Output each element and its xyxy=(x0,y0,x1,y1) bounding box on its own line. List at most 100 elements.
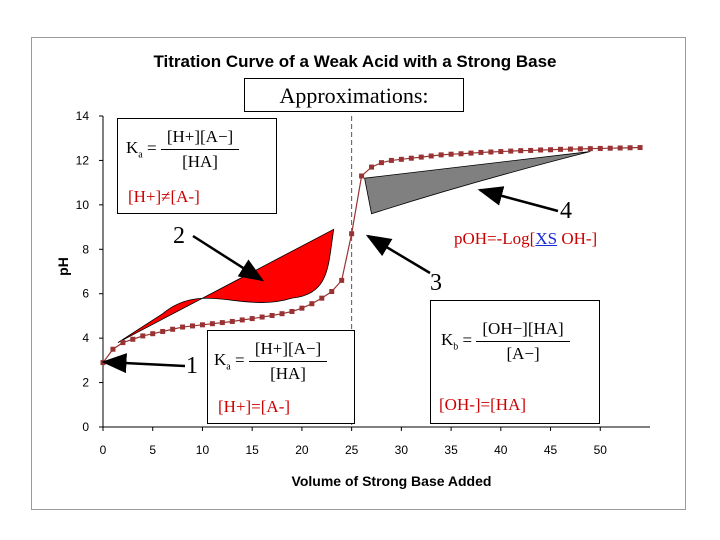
ph-data-point xyxy=(478,149,484,155)
ph-data-point xyxy=(488,149,494,155)
ph-data-point xyxy=(369,164,375,170)
y-tick-label: 12 xyxy=(76,153,90,167)
callout-1: 1 xyxy=(186,353,198,379)
ka-condition-unequal: [H+]≠[A-] xyxy=(128,187,200,206)
ph-data-point xyxy=(557,146,563,152)
ph-data-point xyxy=(607,145,613,151)
ph-data-point xyxy=(289,308,295,314)
kb-box: Kb = [OH−][HA] [A−] [OH-]=[HA] xyxy=(430,300,600,424)
ph-data-point xyxy=(249,316,255,322)
x-tick-label: 40 xyxy=(494,443,508,457)
buffer-error-region xyxy=(117,228,335,343)
y-tick-label: 4 xyxy=(82,331,89,345)
x-tick-label: 0 xyxy=(100,443,107,457)
ph-data-point xyxy=(418,154,424,160)
ka-denominator: [HA] xyxy=(182,152,218,171)
ph-data-point xyxy=(239,317,245,323)
kb-fraction: [OH−][HA] [A−] xyxy=(476,319,570,364)
ph-data-point xyxy=(309,301,315,307)
x-tick-label: 10 xyxy=(196,443,210,457)
chart-title: Titration Curve of a Weak Acid with a St… xyxy=(153,52,557,71)
ka-numerator: [H+][A−] xyxy=(160,127,240,150)
ph-data-point xyxy=(508,148,514,154)
excess-base-error-region xyxy=(364,151,591,215)
ph-data-point xyxy=(150,331,156,337)
ph-data-point xyxy=(637,145,643,151)
x-tick-label: 30 xyxy=(395,443,409,457)
ka-condition-equal: [H+]=[A-] xyxy=(218,397,291,416)
ph-data-point xyxy=(428,153,434,159)
x-tick-label: 35 xyxy=(444,443,458,457)
ph-data-point xyxy=(528,147,534,153)
ka-fraction: [H+][A−] [HA] xyxy=(160,127,240,172)
arrow-3 xyxy=(365,234,431,275)
ph-data-point xyxy=(229,318,235,324)
kb-numerator: [OH−][HA] xyxy=(476,319,570,342)
chart-frame xyxy=(31,37,686,510)
ph-data-point xyxy=(269,312,275,318)
arrow-4 xyxy=(477,186,559,213)
ph-data-point xyxy=(408,155,414,161)
y-tick-label: 14 xyxy=(76,109,90,123)
ph-data-point xyxy=(438,152,444,158)
ph-data-point xyxy=(219,320,225,326)
ph-data-point xyxy=(199,322,205,328)
ph-data-point xyxy=(319,295,325,301)
x-tick-label: 45 xyxy=(544,443,558,457)
ph-data-point xyxy=(458,151,464,157)
y-tick-label: 2 xyxy=(82,376,89,390)
x-tick-label: 20 xyxy=(295,443,309,457)
ph-data-point xyxy=(359,173,365,179)
ph-data-point xyxy=(180,324,186,330)
callout-2: 2 xyxy=(173,223,185,249)
ph-data-point xyxy=(349,231,355,237)
poh-prefix: pOH=-Log[ xyxy=(454,229,536,248)
y-tick-label: 8 xyxy=(82,242,89,256)
ph-data-point xyxy=(209,321,215,327)
y-axis-label: pH xyxy=(55,257,71,276)
ph-data-point xyxy=(587,146,593,152)
ka-symbol: Ka xyxy=(126,138,143,161)
ph-data-point xyxy=(259,314,265,320)
kb-denominator: [A−] xyxy=(506,344,540,363)
ph-data-point xyxy=(299,305,305,311)
poh-suffix: OH-] xyxy=(557,229,598,248)
ph-data-point xyxy=(170,326,176,332)
ph-data-point xyxy=(279,311,285,317)
ph-data-point xyxy=(388,157,394,163)
ph-data-point xyxy=(597,145,603,151)
ph-data-point xyxy=(538,147,544,153)
ph-data-point xyxy=(190,323,196,329)
poh-xs: XS xyxy=(535,229,558,248)
ph-data-point xyxy=(120,340,126,346)
ph-data-point xyxy=(468,150,474,156)
y-tick-label: 10 xyxy=(76,198,90,212)
kb-condition: [OH-]=[HA] xyxy=(439,395,527,414)
x-tick-label: 5 xyxy=(149,443,156,457)
kb-symbol: Kb xyxy=(441,330,459,353)
ph-data-point xyxy=(398,156,404,162)
callout-3: 3 xyxy=(430,270,442,296)
x-tick-label: 25 xyxy=(345,443,359,457)
ka-inequality-box: Ka = [H+][A−] [HA] [H+]≠[A-] xyxy=(117,118,277,214)
ka-denominator-2: [HA] xyxy=(270,364,306,383)
y-tick-label: 6 xyxy=(82,287,89,301)
callout-4: 4 xyxy=(560,198,572,224)
ph-data-point xyxy=(339,277,345,283)
ka-symbol-2: Ka xyxy=(214,350,231,373)
ph-data-point xyxy=(567,146,573,152)
ph-data-point xyxy=(110,346,116,352)
ph-data-point xyxy=(577,146,583,152)
ka-equality-box: Ka = [H+][A−] [HA] [H+]=[A-] xyxy=(207,330,355,424)
ph-data-point xyxy=(548,147,554,153)
arrow-2 xyxy=(192,234,265,282)
y-tick-label: 0 xyxy=(82,420,89,434)
approximations-label: Approximations: xyxy=(244,78,464,112)
ka-numerator-2: [H+][A−] xyxy=(248,339,328,362)
ph-data-point xyxy=(498,149,504,155)
ph-data-point xyxy=(160,328,166,334)
arrow-1 xyxy=(101,353,186,374)
ph-data-point xyxy=(378,160,384,166)
ph-data-point xyxy=(448,151,454,157)
ph-data-point xyxy=(130,336,136,342)
